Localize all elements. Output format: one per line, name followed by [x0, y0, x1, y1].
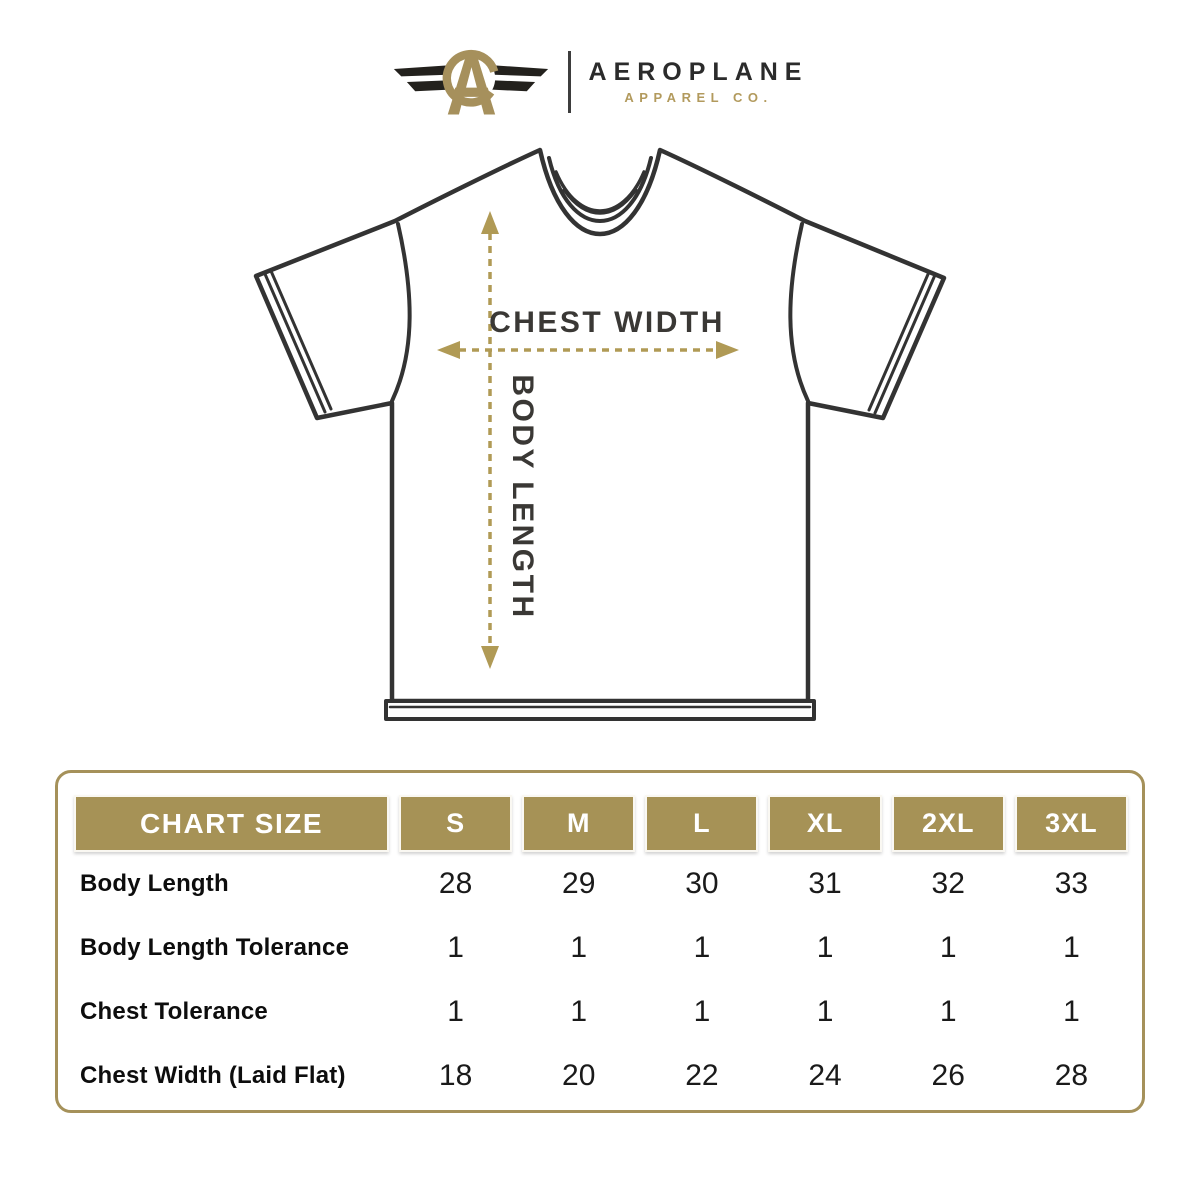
size-chart-header-title: CHART SIZE	[74, 795, 389, 852]
size-column-header-s: S	[399, 795, 513, 852]
table-cell: 28	[438, 867, 473, 900]
table-cell: 24	[808, 1059, 842, 1092]
table-cell: 1	[939, 995, 957, 1028]
row-label-body-length: Body Length	[80, 870, 229, 897]
chest-width-arrow	[437, 341, 739, 359]
table-cell: 1	[816, 931, 834, 964]
row-label-chest-width-laid-flat: Chest Width (Laid Flat)	[80, 1062, 346, 1089]
tshirt-measurement-diagram: CHEST WIDTH BODY LENGTH	[253, 147, 947, 721]
table-cell: 18	[438, 1059, 473, 1092]
table-cell: 1	[447, 995, 464, 1028]
table-cell: 29	[562, 867, 596, 900]
body-length-arrow	[481, 211, 499, 669]
table-cell: 32	[931, 867, 965, 900]
winged-a-monogram-icon	[393, 49, 548, 115]
size-column-header-l: L	[645, 795, 759, 852]
brand-subtitle: APPAREL CO.	[624, 90, 773, 105]
row-label-chest-tolerance: Chest Tolerance	[80, 998, 268, 1025]
row-label-body-length-tolerance: Body Length Tolerance	[80, 934, 350, 961]
table-cell: 1	[570, 931, 588, 964]
logo-divider	[567, 51, 571, 113]
table-cell: 1	[816, 995, 834, 1028]
body-length-label: BODY LENGTH	[506, 374, 539, 619]
size-column-header-xl: XL	[768, 795, 882, 852]
brand-name: AEROPLANE	[588, 58, 809, 86]
table-cell: 26	[931, 1059, 965, 1092]
table-cell: 30	[685, 867, 719, 900]
table-cell: 20	[562, 1059, 596, 1092]
table-cell: 33	[1054, 867, 1089, 900]
table-cell: 1	[939, 931, 957, 964]
size-column-header-3xl: 3XL	[1014, 795, 1128, 852]
table-cell: 28	[1054, 1059, 1089, 1092]
chest-width-label: CHEST WIDTH	[489, 306, 725, 339]
table-cell: 22	[685, 1059, 719, 1092]
table-cell: 1	[693, 931, 711, 964]
brand-logo: AEROPLANE APPAREL CO.	[0, 44, 1200, 120]
size-column-header-m: M	[522, 795, 636, 852]
table-cell: 1	[570, 995, 588, 1028]
size-column-header-2xl: 2XL	[891, 795, 1005, 852]
size-chart-table: CHART SIZE S M L XL 2XL 3XL Body Length …	[55, 770, 1145, 1113]
table-cell: 1	[693, 995, 711, 1028]
table-cell: 1	[1063, 995, 1080, 1028]
table-cell: 1	[1063, 931, 1080, 964]
table-cell: 1	[447, 931, 464, 964]
table-cell: 31	[808, 867, 842, 900]
